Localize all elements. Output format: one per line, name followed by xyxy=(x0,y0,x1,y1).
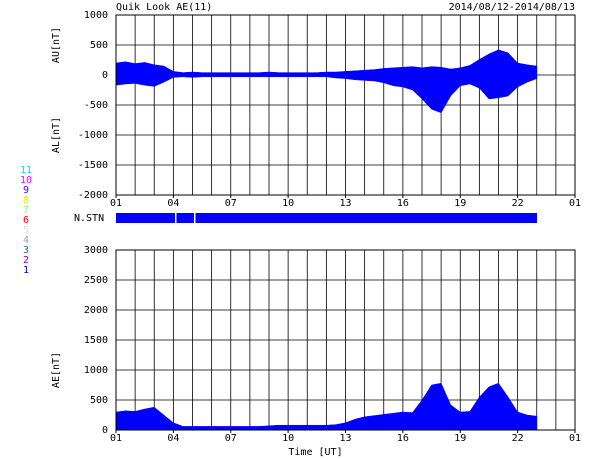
x-tick-label: 01 xyxy=(569,198,581,209)
y-tick-label: 0 xyxy=(102,425,108,436)
station-legend-entry: 10 xyxy=(20,175,32,186)
x-tick-label: 22 xyxy=(512,198,524,209)
station-legend-entry: 7 xyxy=(23,205,29,216)
x-tick-label: 10 xyxy=(282,198,294,209)
station-coverage xyxy=(116,213,537,223)
station-legend-entry: 6 xyxy=(23,215,29,226)
y-tick-label: 500 xyxy=(90,40,108,51)
date-range: 2014/08/12-2014/08/13 xyxy=(449,2,575,13)
chart-title: Quik Look AE(11) xyxy=(116,2,212,13)
y-axis-label: AU[nT] xyxy=(51,27,62,63)
x-axis-label: Time [UT] xyxy=(288,447,342,458)
gap xyxy=(194,213,196,223)
y-tick-label: 500 xyxy=(90,395,108,406)
y-tick-label: 2500 xyxy=(84,275,108,286)
x-tick-label: 22 xyxy=(512,433,524,444)
panel: 0 500 1000 1500 2000 2500 3000 01 04 07 10 13 16 19 22… xyxy=(51,245,581,458)
y-tick-label: -500 xyxy=(84,100,108,111)
x-tick-label: 07 xyxy=(225,198,237,209)
y-tick-label: -2000 xyxy=(78,190,108,201)
x-tick-label: 19 xyxy=(454,433,466,444)
x-tick-label: 01 xyxy=(569,433,581,444)
station-legend-entry: 11 xyxy=(20,165,32,176)
x-tick-label: 16 xyxy=(397,198,409,209)
n-stn-label: N.STN xyxy=(74,213,104,224)
y-tick-label: 2000 xyxy=(84,305,108,316)
y-axis-label: AL[nT] xyxy=(51,117,62,153)
n-stn-bar xyxy=(116,213,537,223)
y-tick-label: 0 xyxy=(102,70,108,81)
x-tick-label: 01 xyxy=(110,433,122,444)
x-tick-label: 01 xyxy=(110,198,122,209)
area xyxy=(115,382,537,431)
station-legend-entry: 4 xyxy=(23,235,29,246)
station-legend-entry: 8 xyxy=(23,195,29,206)
x-tick-label: 10 xyxy=(282,433,294,444)
x-tick-label: 13 xyxy=(339,433,351,444)
station-legend-entry: 1 xyxy=(23,265,29,276)
area xyxy=(115,49,537,76)
x-tick-label: 16 xyxy=(397,433,409,444)
y-tick-label: 3000 xyxy=(84,245,108,256)
station-legend-entry: 5 xyxy=(23,225,29,236)
station-legend-entry: 9 xyxy=(23,185,29,196)
x-tick-label: 04 xyxy=(167,433,179,444)
area xyxy=(115,74,537,114)
y-tick-label: 1000 xyxy=(84,365,108,376)
x-tick-label: 13 xyxy=(339,198,351,209)
panel: -2000 -1500 -1000 -500 0 500 1000 01 04 07 10 13 16 1… xyxy=(51,10,581,209)
gap xyxy=(175,213,177,223)
station-legend-entry: 2 xyxy=(23,255,29,266)
plot-frame xyxy=(115,249,576,431)
y-tick-label: -1500 xyxy=(78,160,108,171)
station-legend-entry: 3 xyxy=(23,245,29,256)
x-tick-label: 04 xyxy=(167,198,179,209)
y-tick-label: 1500 xyxy=(84,335,108,346)
plot-frame xyxy=(115,14,576,196)
y-axis-label: AE[nT] xyxy=(51,352,62,388)
x-tick-label: 19 xyxy=(454,198,466,209)
y-tick-label: 1000 xyxy=(84,10,108,21)
y-tick-label: -1000 xyxy=(78,130,108,141)
x-tick-label: 07 xyxy=(225,433,237,444)
